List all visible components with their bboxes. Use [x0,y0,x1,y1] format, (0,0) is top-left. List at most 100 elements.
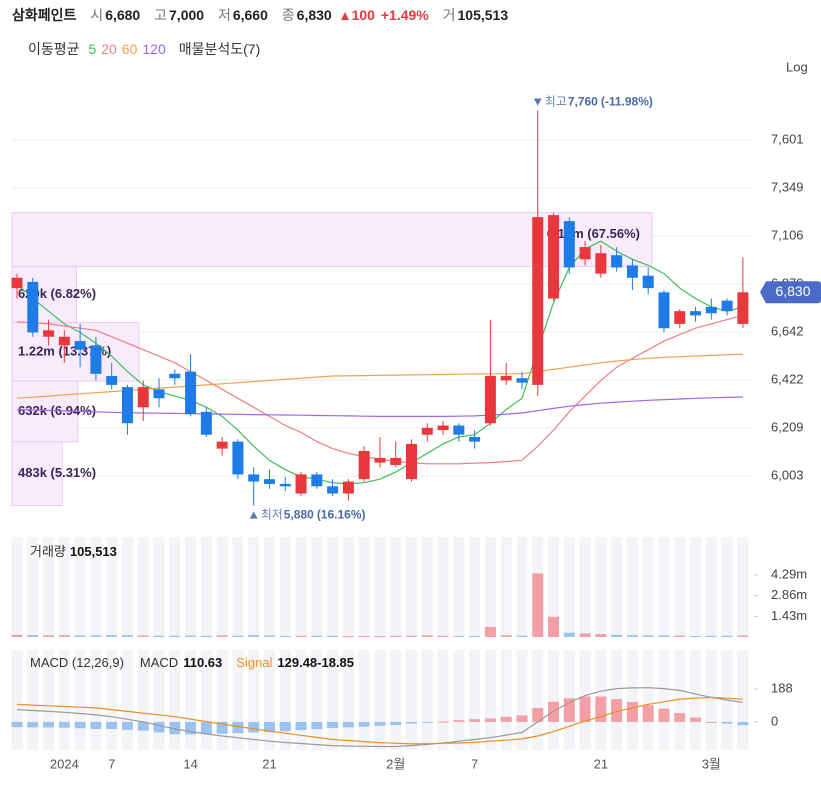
x-tick-label: 2월 [386,756,405,771]
histogram-bar [469,719,481,722]
y-tick-label: 6,209 [771,419,804,434]
histogram-bar [579,696,591,722]
column-bg [500,537,512,637]
column-bg [500,650,512,750]
candle-body [516,378,528,383]
annotation-arrow [249,511,258,519]
histogram-bar [58,721,70,728]
column-bg [11,650,23,750]
ma-legend: 120 [142,41,166,57]
annotation-value: 7,760 [568,95,598,109]
candle-body [342,481,354,494]
column-bg [311,650,323,750]
histogram-bar [406,721,417,724]
column-bg [200,650,212,750]
x-tick-label: 21 [262,756,276,771]
volume-bar [27,635,39,637]
histogram-bar [185,721,197,735]
low-label: 저 [217,7,231,23]
high: 7,000 [169,7,205,23]
candle-body [358,450,370,480]
candle-body [248,474,260,482]
change-pct: +1.49% [380,7,429,23]
histogram-bar [374,721,386,726]
column-bg [106,537,118,637]
column-bg [658,537,670,637]
candle-body [406,443,417,480]
signal-name: Signal [236,655,272,670]
candle-body [658,292,670,329]
volume-bar [295,635,307,637]
annotation-pct: (16.16%) [317,508,366,522]
column-bg [153,537,165,637]
histogram-bar [169,721,181,735]
column-bg [469,650,481,750]
annotation-label: 최저 [261,508,283,522]
change: 100 [351,7,375,23]
volume-bar [579,633,591,637]
histogram-bar [200,721,212,735]
histogram-bar [342,721,354,728]
column-bg [43,650,55,750]
y-tick-label: 6,642 [771,323,804,338]
profile-label: 483k (5.31%) [18,465,96,480]
candle-body [295,474,307,494]
low: 6,660 [232,7,268,23]
histogram-bar [516,715,528,722]
volume-bar [721,635,733,637]
volume-bar [626,635,638,637]
candle-body [121,387,133,424]
volume-bar [311,635,323,637]
column-bg [484,650,496,750]
histogram-bar [11,721,23,728]
volume-bar [200,635,212,637]
volume-bar [532,573,544,637]
column-bg [27,537,39,637]
open: 6,680 [105,7,141,23]
x-tick-label: 3월 [702,756,721,771]
candle-body [690,311,702,316]
column-bg [484,537,496,637]
candle-body [626,265,638,278]
column-bg [737,650,749,750]
close-label: 종 [281,7,295,23]
volume-bar [453,635,465,637]
y-tick-label: 7,349 [771,179,804,194]
candle-body [279,483,291,487]
quote-header: 삼화페인트 시 6,680 고 7,000 저 6,660 종 6,830 100 +1… [12,5,510,25]
histogram-bar [484,718,496,722]
volume-bar [342,636,354,638]
annotation-label: 최고 [545,95,567,109]
volume-title-label: 거래량 [30,544,66,559]
volume: 105,513 [457,7,509,23]
volume-bar [500,635,512,637]
candle-body [311,474,323,487]
histogram-bar [626,701,638,722]
column-bg [327,650,339,750]
candle-body [90,345,102,374]
volume-bar [595,634,607,637]
annotation-value: 5,880 [284,508,314,522]
column-bg [421,537,433,637]
moving-average [16,240,744,485]
volume-bar [705,635,717,637]
column-bg [90,650,102,750]
volume-bar [185,635,197,637]
volume-bar [690,635,702,637]
x-tick-label: 14 [183,756,197,771]
histogram-bar [121,721,133,730]
volume-bar [153,635,165,637]
candle-body [374,457,386,463]
column-bg [469,537,481,637]
candle-body [232,441,244,475]
column-bg [216,537,228,637]
column-bg [374,650,386,750]
volume-bar [484,626,496,637]
volume-bar [106,635,118,637]
candle-body [43,330,55,337]
profile-label: 6.15m (67.56%) [547,226,640,241]
candle-body [469,437,481,442]
column-bg [548,650,560,750]
histogram-bar [500,716,512,722]
histogram-bar [106,721,118,729]
